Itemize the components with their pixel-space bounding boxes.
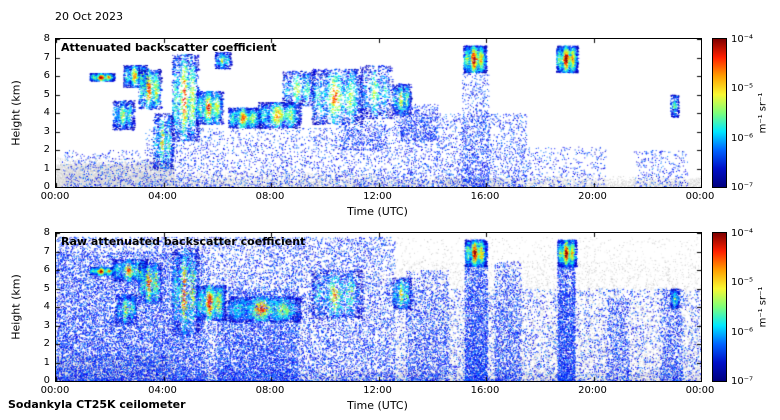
x-tick: 00:00 [685, 385, 715, 396]
y-tick: 2 [43, 338, 50, 349]
y-tick: 5 [43, 282, 50, 294]
colorbar-unit-label: m⁻¹ sr⁻¹ [757, 92, 769, 134]
y-tick: 3 [43, 319, 50, 331]
y-tick: 6 [43, 70, 50, 81]
colorbar-tick: 10⁻⁶ [731, 326, 754, 338]
colorbar-tick: 10⁻⁷ [731, 376, 754, 387]
y-tick: 7 [43, 51, 50, 63]
y-tick: 0 [43, 181, 50, 192]
plot-title: Attenuated backscatter coefficient [61, 41, 277, 54]
x-tick: 12:00 [363, 385, 392, 396]
plot-title: Raw attenuated backscatter coefficient [61, 235, 306, 248]
colorbar-tick: 10⁻⁷ [731, 182, 754, 193]
x-tick: 20:00 [578, 385, 607, 396]
x-axis-label: Time (UTC) [347, 205, 408, 218]
y-tick: 3 [43, 125, 50, 137]
x-tick: 08:00 [255, 191, 285, 202]
colorbar [712, 38, 727, 188]
x-tick: 08:00 [255, 385, 285, 396]
colorbar [712, 232, 727, 382]
y-tick: 6 [43, 264, 50, 275]
y-tick: 2 [43, 144, 50, 155]
x-tick: 16:00 [470, 385, 500, 396]
y-tick: 4 [43, 107, 50, 118]
panel-attenuated: Height (km) 0 1 2 3 4 5 6 7 8 Attenuated backsca… [0, 33, 780, 238]
y-tick: 8 [43, 33, 50, 44]
heatmap-canvas [56, 233, 701, 381]
x-tick: 00:00 [40, 385, 70, 396]
y-tick: 5 [43, 88, 50, 100]
x-tick: 04:00 [148, 385, 177, 396]
y-axis-label: Height (km) [9, 274, 23, 340]
y-tick: 4 [43, 301, 50, 312]
colorbar-tick: 10⁻⁴ [731, 34, 754, 45]
colorbar-tick: 10⁻⁵ [731, 83, 754, 95]
colorbar-tick: 10⁻⁵ [731, 277, 754, 289]
y-tick: 1 [43, 162, 50, 174]
x-tick: 16:00 [470, 191, 500, 202]
y-tick: 0 [43, 375, 50, 386]
y-tick: 8 [43, 227, 50, 238]
x-tick: 00:00 [685, 191, 715, 202]
colorbar-tick: 10⁻⁴ [731, 228, 754, 239]
heatmap-plot: Attenuated backscatter coefficient [55, 38, 702, 188]
heatmap-plot: Raw attenuated backscatter coefficient [55, 232, 702, 382]
x-tick: 00:00 [40, 191, 70, 202]
x-tick: 04:00 [148, 191, 177, 202]
x-tick: 12:00 [363, 191, 392, 202]
colorbar-unit-label: m⁻¹ sr⁻¹ [757, 286, 769, 328]
y-tick: 1 [43, 356, 50, 368]
x-axis-label: Time (UTC) [347, 399, 408, 412]
y-axis-label: Height (km) [9, 80, 23, 146]
x-tick: 20:00 [578, 191, 607, 202]
instrument-label: Sodankyla CT25K ceilometer [8, 398, 186, 411]
y-tick: 7 [43, 245, 50, 257]
date-label: 20 Oct 2023 [55, 10, 124, 23]
heatmap-canvas [56, 39, 701, 187]
panel-raw: Height (km) 0 1 2 3 4 5 6 7 8 Raw attenuated bac… [0, 227, 780, 420]
colorbar-tick: 10⁻⁶ [731, 132, 754, 144]
